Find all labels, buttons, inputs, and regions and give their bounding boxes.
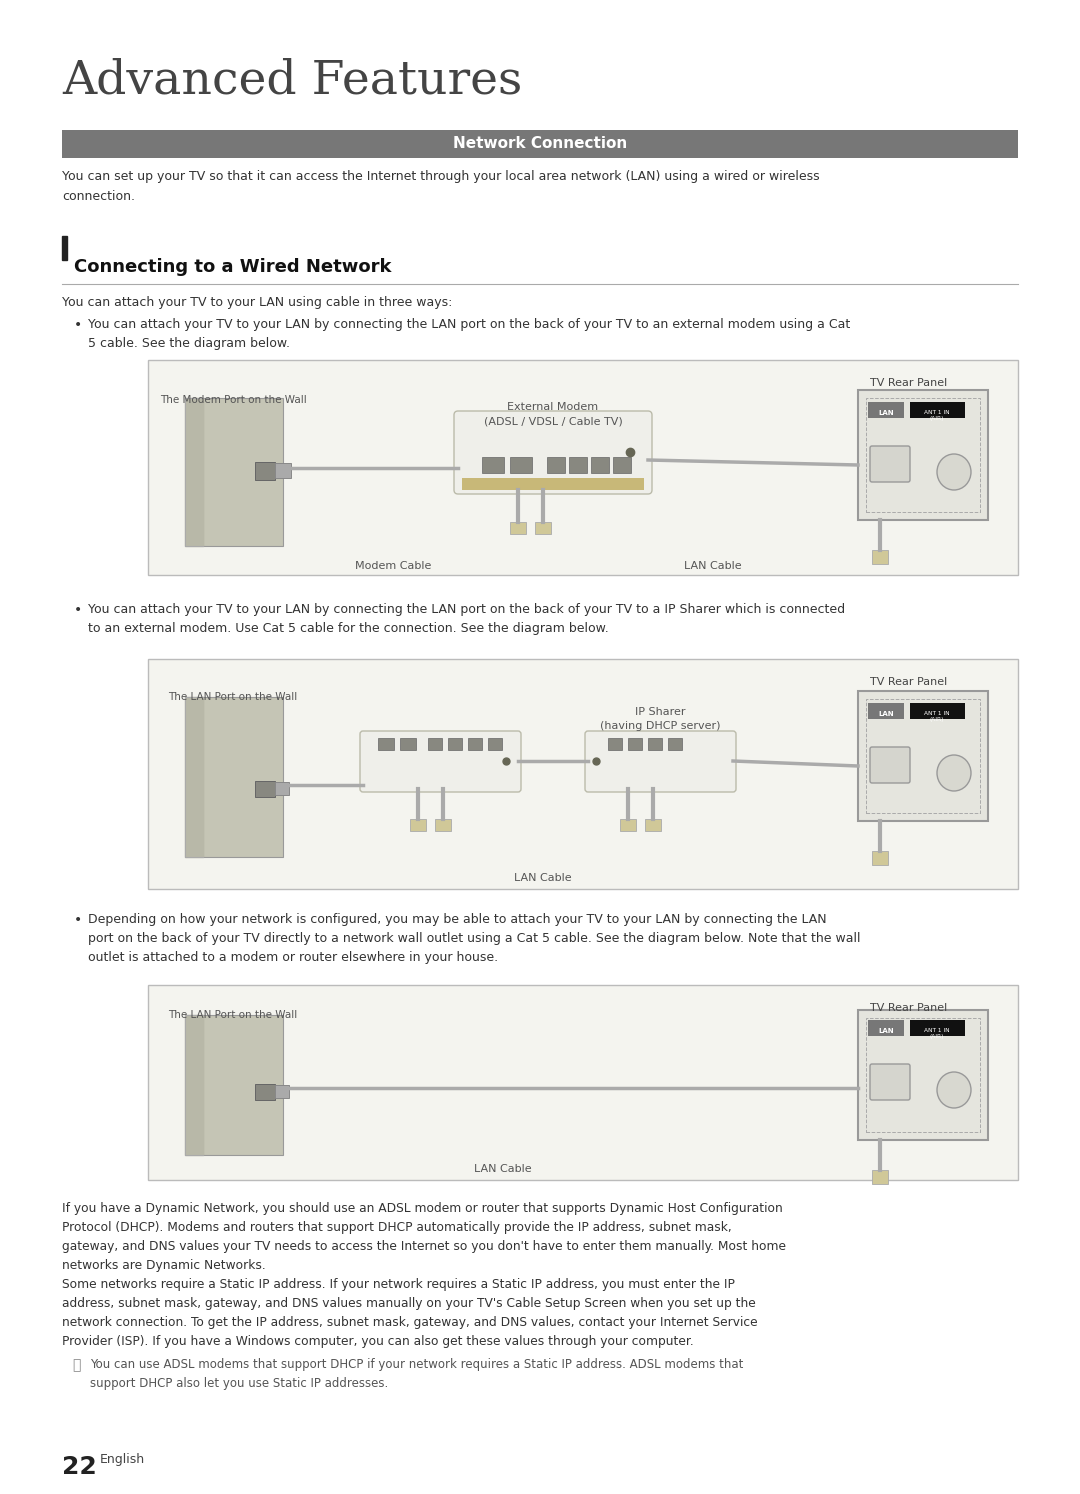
Bar <box>872 852 888 865</box>
Text: LAN: LAN <box>878 1028 894 1034</box>
Text: •: • <box>75 913 82 926</box>
Bar <box>203 1014 283 1155</box>
Bar <box>255 781 275 796</box>
Bar <box>868 1020 904 1035</box>
Text: You can attach your TV to your LAN by connecting the LAN port on the back of you: You can attach your TV to your LAN by co… <box>87 604 846 635</box>
Text: ANT 1 IN
(AIR): ANT 1 IN (AIR) <box>924 409 949 421</box>
Bar <box>627 738 642 750</box>
Bar <box>148 360 1018 575</box>
FancyBboxPatch shape <box>870 747 910 783</box>
FancyBboxPatch shape <box>546 457 565 474</box>
Bar <box>858 390 988 520</box>
Text: The Modem Port on the Wall: The Modem Port on the Wall <box>160 394 307 405</box>
Bar <box>462 478 644 490</box>
FancyBboxPatch shape <box>569 457 588 474</box>
Text: You can use ADSL modems that support DHCP if your network requires a Static IP a: You can use ADSL modems that support DHC… <box>90 1358 743 1389</box>
Text: Some networks require a Static IP address. If your network requires a Static IP : Some networks require a Static IP addres… <box>62 1277 758 1348</box>
FancyBboxPatch shape <box>870 447 910 483</box>
Bar <box>62 130 1018 158</box>
Polygon shape <box>185 397 203 545</box>
Bar <box>866 1017 980 1132</box>
FancyBboxPatch shape <box>482 457 504 474</box>
Text: External Modem
(ADSL / VDSL / Cable TV): External Modem (ADSL / VDSL / Cable TV) <box>484 402 622 426</box>
Text: English: English <box>100 1454 145 1466</box>
Bar <box>868 704 904 719</box>
FancyBboxPatch shape <box>870 1064 910 1100</box>
Bar <box>148 985 1018 1180</box>
Bar <box>858 692 988 822</box>
Bar <box>255 1085 275 1100</box>
Bar <box>255 462 275 480</box>
Bar <box>868 402 904 418</box>
Bar <box>62 236 67 260</box>
Bar <box>669 738 681 750</box>
Bar <box>468 738 482 750</box>
Bar <box>148 659 1018 889</box>
Text: The LAN Port on the Wall: The LAN Port on the Wall <box>168 1010 298 1020</box>
Text: LAN: LAN <box>878 409 894 415</box>
Text: ANT 1 IN
(AIR): ANT 1 IN (AIR) <box>924 1028 949 1038</box>
FancyBboxPatch shape <box>510 457 532 474</box>
Text: IP Sharer
(having DHCP server): IP Sharer (having DHCP server) <box>599 707 720 731</box>
Bar <box>275 781 289 795</box>
Text: LAN: LAN <box>878 711 894 717</box>
Bar <box>910 402 966 418</box>
FancyBboxPatch shape <box>585 731 735 792</box>
Text: Advanced Features: Advanced Features <box>62 58 523 103</box>
Bar <box>620 819 636 831</box>
Text: •: • <box>75 604 82 617</box>
Bar <box>400 738 416 750</box>
Text: The LAN Port on the Wall: The LAN Port on the Wall <box>168 692 298 702</box>
FancyBboxPatch shape <box>613 457 631 474</box>
Text: •: • <box>75 318 82 332</box>
Text: TV Rear Panel: TV Rear Panel <box>870 1002 947 1013</box>
Ellipse shape <box>937 754 971 790</box>
Text: Depending on how your network is configured, you may be able to attach your TV t: Depending on how your network is configu… <box>87 913 861 964</box>
Text: LAN Cable: LAN Cable <box>685 562 742 571</box>
Text: Ⓝ: Ⓝ <box>72 1358 80 1371</box>
Bar <box>448 738 462 750</box>
Text: TV Rear Panel: TV Rear Panel <box>870 677 947 687</box>
Text: You can set up your TV so that it can access the Internet through your local are: You can set up your TV so that it can ac… <box>62 170 820 203</box>
FancyBboxPatch shape <box>360 731 521 792</box>
Bar <box>872 550 888 565</box>
Bar <box>428 738 442 750</box>
Bar <box>910 704 966 719</box>
Bar <box>866 397 980 512</box>
Bar <box>435 819 451 831</box>
Text: TV Rear Panel: TV Rear Panel <box>870 378 947 388</box>
Bar <box>872 1170 888 1185</box>
FancyBboxPatch shape <box>454 411 652 495</box>
Bar <box>910 1020 966 1035</box>
Text: 22: 22 <box>62 1455 97 1479</box>
Bar <box>866 699 980 813</box>
Bar <box>488 738 502 750</box>
Polygon shape <box>185 698 203 858</box>
Ellipse shape <box>937 1073 971 1109</box>
Text: Network Connection: Network Connection <box>453 136 627 151</box>
Bar <box>378 738 394 750</box>
Ellipse shape <box>937 454 971 490</box>
Bar <box>608 738 622 750</box>
Text: Connecting to a Wired Network: Connecting to a Wired Network <box>75 258 391 276</box>
FancyBboxPatch shape <box>591 457 609 474</box>
Text: Modem Cable: Modem Cable <box>355 562 431 571</box>
Bar <box>203 397 283 545</box>
Bar <box>645 819 661 831</box>
Bar <box>535 521 551 533</box>
Bar <box>410 819 426 831</box>
Polygon shape <box>185 1014 203 1155</box>
Text: If you have a Dynamic Network, you should use an ADSL modem or router that suppo: If you have a Dynamic Network, you shoul… <box>62 1203 786 1271</box>
Text: LAN Cable: LAN Cable <box>474 1164 531 1174</box>
Bar <box>648 738 662 750</box>
Text: LAN Cable: LAN Cable <box>514 872 571 883</box>
Text: You can attach your TV to your LAN using cable in three ways:: You can attach your TV to your LAN using… <box>62 296 453 309</box>
Text: ANT 1 IN
(AIR): ANT 1 IN (AIR) <box>924 711 949 722</box>
Bar <box>275 1085 289 1098</box>
Bar <box>510 521 526 533</box>
Bar <box>275 463 291 478</box>
Text: You can attach your TV to your LAN by connecting the LAN port on the back of you: You can attach your TV to your LAN by co… <box>87 318 850 350</box>
Bar <box>858 1010 988 1140</box>
Bar <box>203 698 283 858</box>
